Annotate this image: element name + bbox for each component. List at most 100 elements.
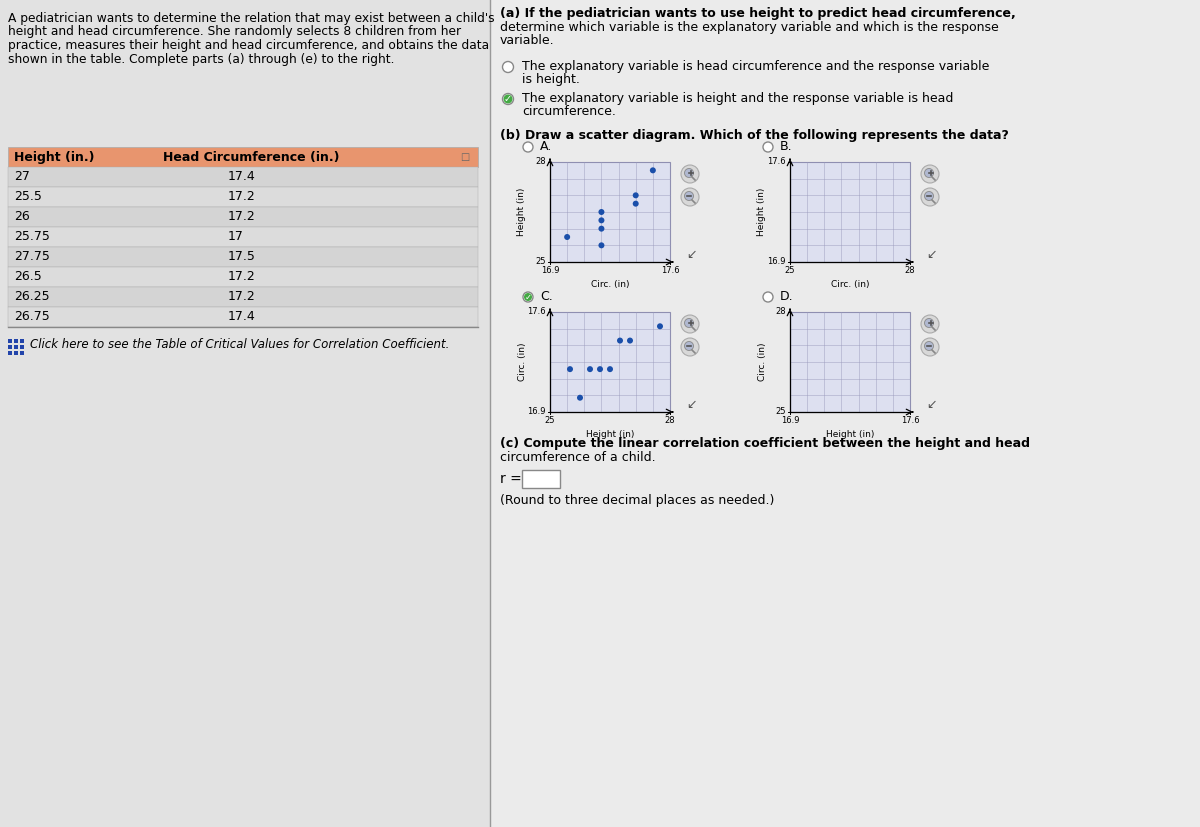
Text: C.: C. <box>540 290 553 304</box>
Circle shape <box>503 61 514 73</box>
Text: (c) Compute the linear correlation coefficient between the height and head: (c) Compute the linear correlation coeff… <box>500 437 1030 450</box>
Circle shape <box>682 165 698 183</box>
Bar <box>14 351 18 355</box>
Text: 17.6: 17.6 <box>767 157 786 166</box>
Text: 17.4: 17.4 <box>228 170 256 184</box>
Text: ✓: ✓ <box>524 293 532 302</box>
Bar <box>790 162 910 262</box>
Text: determine which variable is the explanatory variable and which is the response: determine which variable is the explanat… <box>500 21 998 34</box>
Bar <box>8 167 478 187</box>
Text: 25: 25 <box>785 266 796 275</box>
Text: 28: 28 <box>905 266 916 275</box>
Bar <box>8 307 478 327</box>
Circle shape <box>504 94 512 103</box>
Bar <box>8 147 478 167</box>
Text: Circ. (in): Circ. (in) <box>757 342 767 381</box>
Text: 17.2: 17.2 <box>228 290 256 304</box>
Bar <box>8 339 12 343</box>
Circle shape <box>524 293 532 301</box>
Circle shape <box>577 394 583 401</box>
Text: 17.4: 17.4 <box>228 310 256 323</box>
Bar <box>0 0 490 827</box>
Text: 17.6: 17.6 <box>527 308 546 317</box>
Text: Height (in): Height (in) <box>586 430 634 439</box>
Text: height and head circumference. She randomly selects 8 children from her: height and head circumference. She rando… <box>8 26 461 39</box>
Text: 25.5: 25.5 <box>14 190 42 203</box>
Text: 27.75: 27.75 <box>14 251 50 264</box>
Circle shape <box>632 193 638 198</box>
Text: 26.25: 26.25 <box>14 290 49 304</box>
Circle shape <box>924 318 934 327</box>
Text: 26.5: 26.5 <box>14 270 42 284</box>
Circle shape <box>682 315 698 333</box>
Text: 17.6: 17.6 <box>901 416 919 425</box>
Circle shape <box>568 366 574 372</box>
Circle shape <box>924 342 934 351</box>
Text: ↙: ↙ <box>685 247 696 261</box>
Text: Height (in): Height (in) <box>757 188 767 237</box>
Text: r =: r = <box>500 472 522 486</box>
Circle shape <box>599 226 605 232</box>
Text: 17: 17 <box>228 231 244 243</box>
Circle shape <box>763 142 773 152</box>
Text: 28: 28 <box>665 416 676 425</box>
Bar <box>14 345 18 349</box>
Circle shape <box>617 337 623 343</box>
Text: is height.: is height. <box>522 73 580 86</box>
Text: ↙: ↙ <box>925 247 936 261</box>
Bar <box>14 339 18 343</box>
Circle shape <box>924 169 934 178</box>
Bar <box>490 0 1200 827</box>
Text: 17.6: 17.6 <box>661 266 679 275</box>
Text: 16.9: 16.9 <box>768 257 786 266</box>
Text: ✓: ✓ <box>504 94 512 104</box>
Text: B.: B. <box>780 141 793 154</box>
Text: (a) If the pediatrician wants to use height to predict head circumference,: (a) If the pediatrician wants to use hei… <box>500 7 1015 20</box>
Circle shape <box>922 315 940 333</box>
Text: Height (in.): Height (in.) <box>14 151 95 164</box>
Circle shape <box>598 366 604 372</box>
Bar <box>8 247 478 267</box>
Bar <box>550 312 670 412</box>
Circle shape <box>599 218 605 223</box>
Text: Circ. (in): Circ. (in) <box>830 280 869 289</box>
Circle shape <box>922 165 940 183</box>
Circle shape <box>599 209 605 215</box>
Text: 28: 28 <box>775 308 786 317</box>
Text: 26: 26 <box>14 211 30 223</box>
Bar <box>550 162 670 262</box>
Text: 17.2: 17.2 <box>228 190 256 203</box>
Text: The explanatory variable is head circumference and the response variable: The explanatory variable is head circumf… <box>522 60 989 73</box>
Bar <box>522 470 560 488</box>
Bar <box>20 339 24 343</box>
Text: 25.75: 25.75 <box>14 231 50 243</box>
Text: A.: A. <box>540 141 552 154</box>
Text: 17.2: 17.2 <box>228 270 256 284</box>
Text: Head Circumference (in.): Head Circumference (in.) <box>163 151 340 164</box>
Circle shape <box>503 93 514 104</box>
Text: D.: D. <box>780 290 793 304</box>
Text: 16.9: 16.9 <box>528 408 546 417</box>
Bar <box>8 267 478 287</box>
Circle shape <box>658 323 662 329</box>
Text: Height (in): Height (in) <box>826 430 874 439</box>
Circle shape <box>523 292 533 302</box>
Circle shape <box>763 292 773 302</box>
Bar <box>8 207 478 227</box>
Text: Circ. (in): Circ. (in) <box>517 342 527 381</box>
Text: variable.: variable. <box>500 34 554 47</box>
Text: ↙: ↙ <box>925 398 936 410</box>
Circle shape <box>628 337 634 343</box>
Text: circumference of a child.: circumference of a child. <box>500 451 655 464</box>
Circle shape <box>607 366 613 372</box>
Circle shape <box>922 188 940 206</box>
Text: 17.2: 17.2 <box>228 211 256 223</box>
Text: 28: 28 <box>535 157 546 166</box>
Text: 17.5: 17.5 <box>228 251 256 264</box>
Circle shape <box>587 366 593 372</box>
Text: (b) Draw a scatter diagram. Which of the following represents the data?: (b) Draw a scatter diagram. Which of the… <box>500 129 1009 142</box>
Text: Click here to see the Table of Critical Values for Correlation Coefficient.: Click here to see the Table of Critical … <box>30 338 449 351</box>
Text: shown in the table. Complete parts (a) through (e) to the right.: shown in the table. Complete parts (a) t… <box>8 52 395 65</box>
Circle shape <box>650 167 656 174</box>
Bar <box>8 187 478 207</box>
